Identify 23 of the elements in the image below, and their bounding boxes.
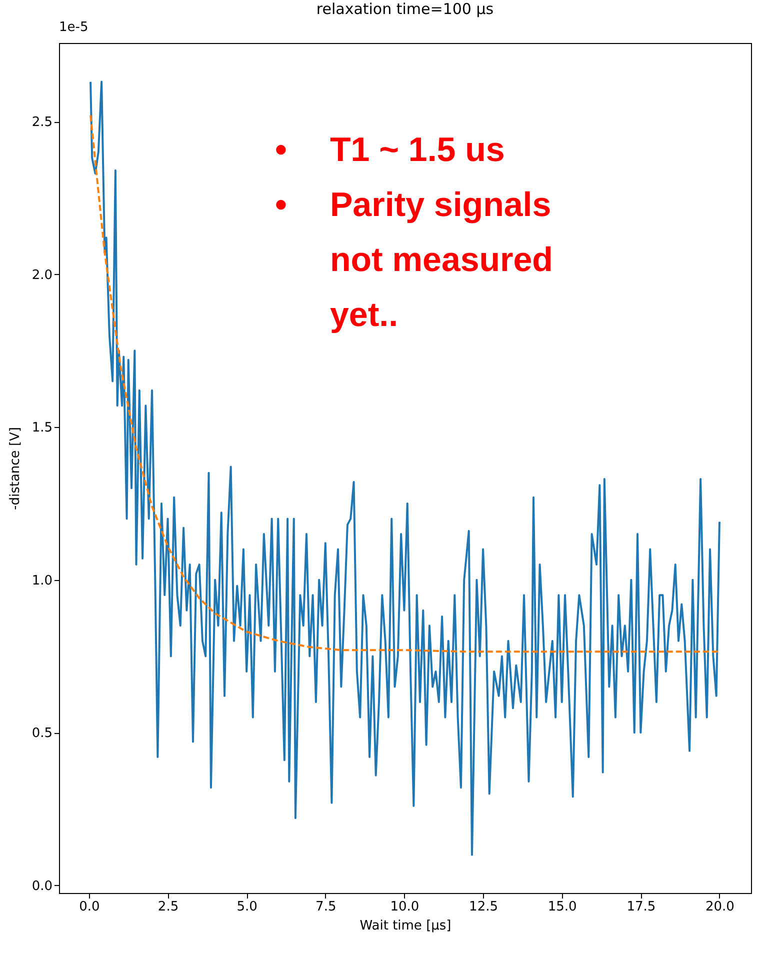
x-tick-label: 17.5 <box>626 900 656 914</box>
x-tick-label: 7.5 <box>316 900 336 914</box>
y-tick-label: 0.0 <box>32 878 52 894</box>
chart-title: relaxation time=100 μs <box>316 0 494 18</box>
y-tick-label: 2.5 <box>32 115 52 130</box>
text: • Parity signals not measured yet.. <box>275 186 553 334</box>
x-tick-label: 2.5 <box>158 900 179 914</box>
line-series <box>90 114 720 653</box>
x-tick-label: 10.0 <box>390 900 420 914</box>
x-tick-label: 5.0 <box>236 900 258 914</box>
x-tick-label: 12.5 <box>469 900 498 914</box>
x-tick-label: 15.0 <box>548 900 577 914</box>
y-tick-label: 1.0 <box>32 573 52 588</box>
x-tick-label: 20.0 <box>705 900 734 914</box>
x-tick-label: 0.0 <box>79 900 100 914</box>
text: 1e-5 <box>59 20 88 35</box>
line-series <box>90 80 720 856</box>
y-tick-label: 2.0 <box>32 268 52 283</box>
text: • T1 ~ 1.5 us <box>275 131 505 169</box>
y-tick-label: 1.5 <box>32 420 52 436</box>
x-axis-title: Wait time [μs] <box>360 918 452 934</box>
y-axis-title: -distance [V] <box>8 427 23 510</box>
y-tick-label: 0.5 <box>32 726 52 742</box>
